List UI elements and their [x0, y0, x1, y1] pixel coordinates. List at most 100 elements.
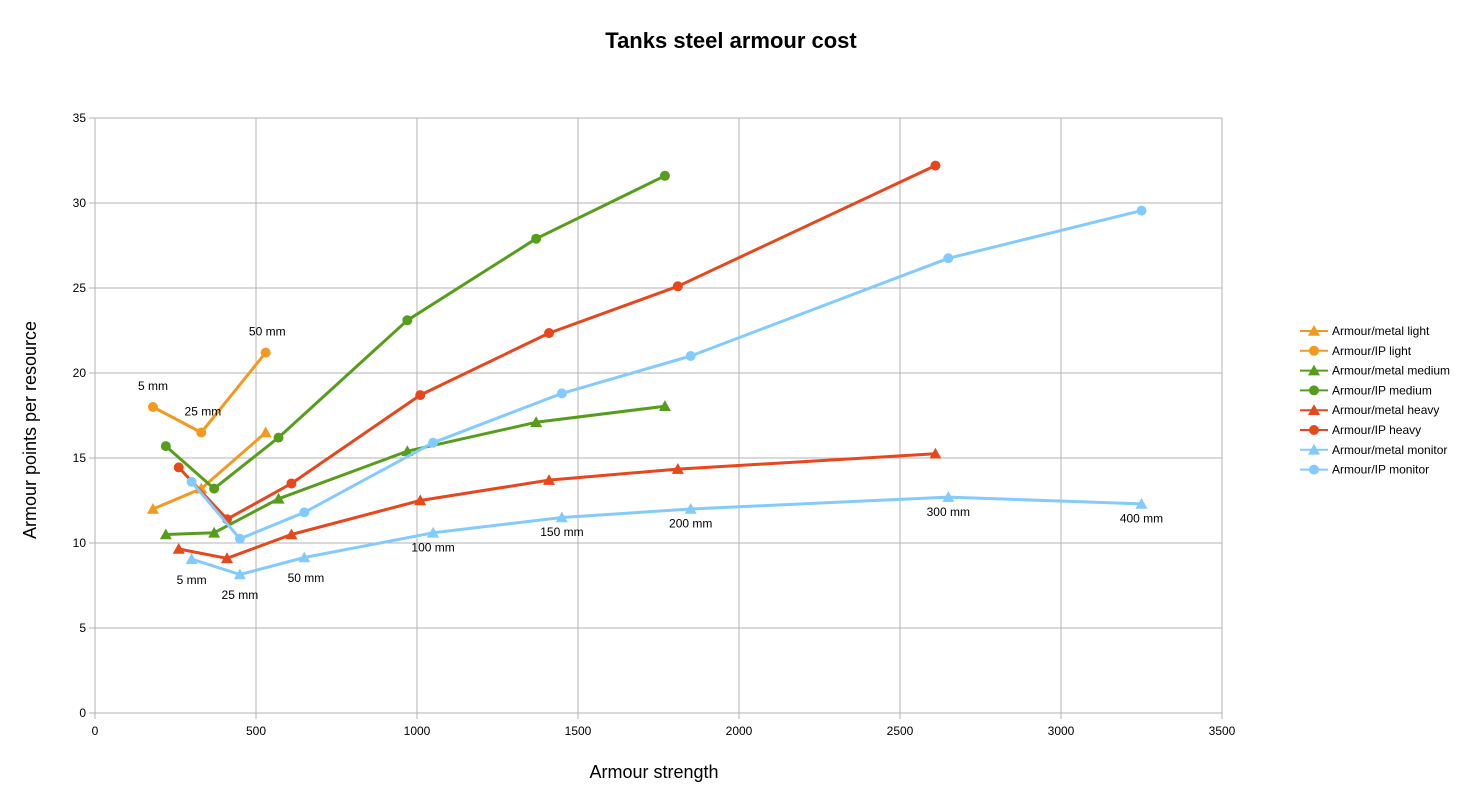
y-tick-label: 10	[73, 536, 87, 550]
data-point	[943, 253, 954, 264]
data-point	[299, 507, 310, 518]
y-tick-label: 15	[73, 451, 87, 465]
annotation-label: 5 mm	[177, 573, 207, 587]
series-line	[152, 351, 267, 434]
y-tick-label: 20	[73, 366, 87, 380]
legend-label: Armour/IP heavy	[1332, 423, 1421, 437]
data-point	[146, 503, 159, 514]
annotation-label: 50 mm	[288, 571, 325, 585]
legend-label: Armour/metal medium	[1332, 364, 1450, 378]
data-point	[401, 445, 414, 456]
data-point	[685, 351, 696, 361]
legend-swatch-marker	[1308, 443, 1320, 455]
series-5	[173, 160, 941, 525]
data-point	[555, 511, 568, 523]
data-point	[186, 476, 197, 487]
data-point	[427, 526, 440, 538]
series-1	[147, 347, 271, 438]
annotation-label: 25 mm	[222, 588, 259, 602]
data-point	[930, 160, 941, 171]
legend-label: Armour/IP monitor	[1332, 463, 1429, 477]
series-3	[160, 170, 670, 494]
annotation-label: 5 mm	[138, 379, 168, 393]
legend-label: Armour/IP medium	[1332, 383, 1432, 397]
data-point	[272, 492, 285, 504]
legend-swatch-marker	[1309, 385, 1319, 396]
y-axis-title: Armour points per resource	[20, 321, 40, 539]
legend: Armour/metal light Armour/IP light Armour/…	[1300, 324, 1450, 477]
legend-item: Armour/IP heavy	[1300, 423, 1421, 437]
data-point	[672, 281, 683, 292]
data-point	[147, 402, 158, 412]
series-line	[165, 404, 666, 536]
data-point	[684, 503, 697, 514]
data-point	[273, 432, 284, 443]
data-point	[428, 437, 439, 448]
data-point	[942, 491, 955, 502]
data-point	[298, 551, 311, 563]
data-point	[196, 427, 207, 438]
x-axis-title: Armour strength	[589, 762, 718, 782]
annotation-label: 100 mm	[411, 541, 454, 555]
legend-item: Armour/metal light	[1300, 324, 1430, 338]
axes: 0 500 1000 1500 2000 2500 3000 3500 0 5 10 15 20 25 30…	[73, 111, 1236, 738]
y-tick-label: 5	[79, 621, 86, 635]
data-point	[531, 233, 542, 244]
series-6	[185, 491, 1148, 580]
data-point	[556, 388, 567, 399]
data-point	[260, 347, 271, 358]
data-point	[208, 526, 221, 538]
series-2	[159, 400, 671, 540]
data-point	[414, 494, 427, 506]
annotation-label: 25 mm	[185, 405, 222, 419]
y-tick-label: 30	[73, 196, 87, 210]
data-point	[233, 568, 246, 580]
data-point	[929, 447, 942, 459]
series-line	[191, 495, 1142, 576]
annotation-label: 300 mm	[927, 505, 970, 519]
data-point	[415, 390, 426, 401]
x-tick-label: 1500	[565, 724, 592, 738]
legend-swatch-marker	[1308, 364, 1320, 376]
series-7	[186, 205, 1147, 544]
legend-swatch-marker	[1309, 464, 1319, 475]
annotation-layer: 5 mm 25 mm 50 mm 5 mm 25 mm 50 mm 100 mm 150 mm…	[138, 325, 1163, 602]
grid	[94, 117, 1223, 714]
x-tick-label: 2000	[726, 724, 753, 738]
x-tick-label: 0	[92, 724, 99, 738]
data-point	[259, 426, 272, 438]
x-tick-label: 500	[246, 724, 266, 738]
data-point	[234, 533, 245, 544]
data-point	[221, 552, 234, 564]
legend-label: Armour/IP light	[1332, 344, 1412, 358]
x-tick-label: 1000	[404, 724, 431, 738]
annotation-label: 400 mm	[1120, 512, 1163, 526]
y-tick-label: 25	[73, 281, 87, 295]
annotation-label: 50 mm	[249, 325, 286, 339]
series-4	[172, 447, 942, 564]
data-point	[658, 400, 671, 411]
legend-label: Armour/metal monitor	[1332, 443, 1447, 457]
series-layer	[146, 160, 1148, 580]
data-point	[286, 478, 297, 489]
legend-item: Armour/metal heavy	[1300, 403, 1439, 417]
data-point	[659, 170, 670, 181]
annotation-label: 150 mm	[540, 525, 583, 539]
data-point	[159, 528, 172, 540]
annotation-label: 200 mm	[669, 517, 712, 531]
x-tick-label: 2500	[887, 724, 914, 738]
y-tick-label: 35	[73, 111, 87, 125]
data-point	[172, 542, 185, 554]
legend-item: Armour/metal medium	[1300, 364, 1450, 378]
legend-item: Armour/metal monitor	[1300, 443, 1447, 457]
legend-item: Armour/IP medium	[1300, 383, 1432, 397]
legend-item: Armour/IP light	[1300, 344, 1412, 358]
x-tick-label: 3500	[1209, 724, 1236, 738]
data-point	[285, 528, 298, 540]
data-point	[543, 474, 556, 485]
legend-label: Armour/metal light	[1332, 324, 1430, 338]
data-point	[402, 315, 413, 326]
legend-swatch-marker	[1309, 425, 1319, 435]
data-point	[185, 553, 198, 564]
